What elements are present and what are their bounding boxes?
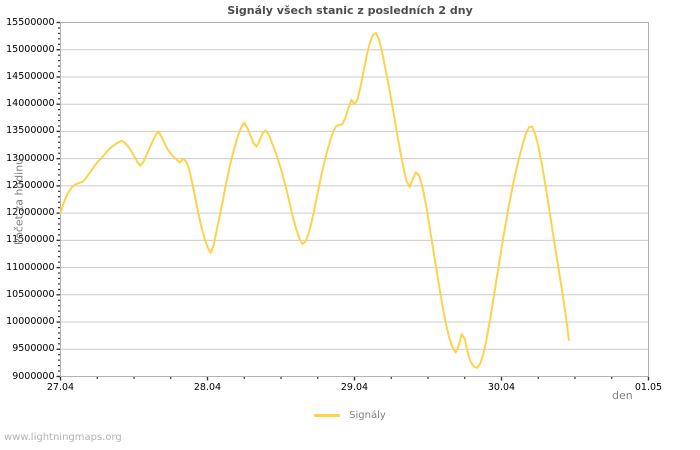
y-tick-label: 9500000 xyxy=(12,343,55,355)
y-tick-label: 13500000 xyxy=(6,125,55,137)
y-tick-label: 9000000 xyxy=(12,370,55,382)
x-major-ticks-group xyxy=(59,376,650,381)
y-tick-label: 14000000 xyxy=(6,98,55,110)
y-tick-label: 10000000 xyxy=(6,316,55,328)
y-tick-label: 15500000 xyxy=(6,16,55,28)
legend-item-label: Signály xyxy=(349,410,386,421)
y-axis-label: Počet za hodinu xyxy=(12,157,26,246)
y-tick-label: 15000000 xyxy=(6,43,55,55)
x-tick-label: 01.05 xyxy=(634,381,663,393)
y-tick-label: 13000000 xyxy=(6,152,55,164)
chart-legend: Signály xyxy=(0,410,700,421)
y-tick-label: 11500000 xyxy=(6,234,55,246)
x-tick-label: 29.04 xyxy=(340,381,369,393)
y-tick-label: 14500000 xyxy=(6,70,55,82)
x-tick-label: 30.04 xyxy=(487,381,516,393)
y-tick-label: 11000000 xyxy=(6,261,55,273)
y-tick-label: 12500000 xyxy=(6,179,55,191)
site-watermark: www.lightningmaps.org xyxy=(4,432,122,443)
gridlines-group xyxy=(60,49,649,350)
x-axis-label: den xyxy=(612,389,633,402)
x-tick-label: 27.04 xyxy=(46,381,75,393)
data-series-group xyxy=(59,31,570,369)
y-tick-label: 10500000 xyxy=(6,288,55,300)
x-tick-label: 28.04 xyxy=(193,381,222,393)
y-major-ticks-group xyxy=(56,21,61,378)
legend-color-swatch xyxy=(314,414,341,417)
y-tick-label: 12000000 xyxy=(6,207,55,219)
chart-title: Signály všech stanic z posledních 2 dny xyxy=(227,4,473,17)
plot-frame xyxy=(60,22,649,377)
